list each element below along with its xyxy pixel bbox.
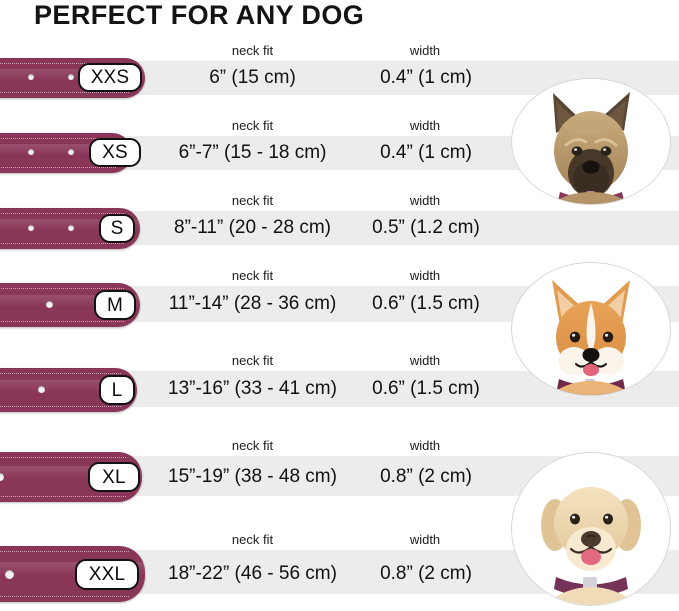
width-value: 0.6” (1.5 cm)	[372, 293, 480, 314]
collar-hole	[38, 386, 45, 393]
neck-fit-label: neck fit	[231, 353, 274, 368]
collar-stitching-top	[0, 288, 124, 289]
collar-stitching-top	[0, 213, 124, 214]
size-badge-xl: XL	[88, 462, 140, 492]
width-value: 0.6” (1.5 cm)	[372, 378, 480, 399]
collar-hole	[28, 225, 34, 231]
collar-stitching-top	[0, 457, 126, 458]
collar-stitching-top	[0, 373, 121, 374]
medium-dog-photo	[511, 262, 671, 396]
width-label: width	[409, 438, 441, 453]
size-badge-xxs: XXS	[78, 63, 142, 92]
cairn-terrier-illustration	[513, 79, 669, 204]
neck-fit-value: 15”-19” (38 - 48 cm)	[168, 466, 337, 487]
collar-stitching-bottom	[0, 167, 116, 168]
neck-fit-value: 6” (15 cm)	[209, 67, 296, 88]
labrador-illustration	[513, 453, 669, 605]
collar-stitching-top	[0, 138, 116, 139]
neck-fit-value: 13”-16” (33 - 41 cm)	[168, 378, 337, 399]
width-value: 0.8” (2 cm)	[380, 563, 472, 584]
neck-fit-value: 8”-11” (20 - 28 cm)	[174, 217, 331, 238]
collar-hole	[68, 74, 74, 80]
size-badge-xs: XS	[89, 138, 141, 167]
width-label: width	[409, 353, 441, 368]
neck-fit-value: 18”-22” (46 - 56 cm)	[168, 563, 337, 584]
size-badge-m: M	[94, 290, 136, 320]
collar-stitching-top	[0, 63, 129, 64]
neck-fit-value: 6”-7” (15 - 18 cm)	[178, 142, 327, 163]
neck-fit-label: neck fit	[231, 268, 274, 283]
width-label: width	[409, 193, 441, 208]
width-value: 0.5” (1.2 cm)	[372, 217, 480, 238]
collar-hole	[68, 149, 74, 155]
width-label: width	[409, 118, 441, 133]
collar-highlight	[0, 295, 140, 307]
collar-hole	[68, 225, 74, 231]
collar-stitching-bottom	[0, 243, 124, 244]
width-value: 0.4” (1 cm)	[380, 67, 472, 88]
collar-highlight	[0, 219, 140, 231]
width-value: 0.4” (1 cm)	[380, 142, 472, 163]
size-badge-s: S	[99, 214, 135, 243]
neck-fit-label: neck fit	[231, 193, 274, 208]
size-badge-xxl: XXL	[75, 559, 139, 590]
width-label: width	[409, 532, 441, 547]
collar-stitching-bottom	[0, 321, 124, 322]
width-label: width	[409, 43, 441, 58]
neck-fit-label: neck fit	[231, 438, 274, 453]
collar-hole	[28, 74, 34, 80]
collar-stitching-bottom	[0, 596, 129, 597]
large-dog-photo	[511, 452, 671, 606]
collar-highlight	[0, 380, 137, 392]
collar-highlight	[0, 144, 132, 155]
neck-fit-value: 11”-14” (28 - 36 cm)	[168, 293, 337, 314]
page-title: PERFECT FOR ANY DOG	[34, 0, 365, 30]
neck-fit-label: neck fit	[231, 118, 274, 133]
width-label: width	[409, 268, 441, 283]
width-value: 0.8” (2 cm)	[380, 466, 472, 487]
collar-stitching-bottom	[0, 496, 126, 497]
collar-hole	[28, 149, 34, 155]
collar-hole	[5, 570, 14, 579]
collar-hole	[46, 301, 53, 308]
collar-stitching-bottom	[0, 92, 129, 93]
corgi-illustration	[513, 263, 669, 395]
collar-stitching-bottom	[0, 406, 121, 407]
neck-fit-label: neck fit	[231, 43, 274, 58]
collar-hole	[0, 473, 4, 481]
neck-fit-label: neck fit	[231, 532, 274, 547]
collar-stitching-top	[0, 551, 129, 552]
small-dog-photo	[511, 78, 671, 205]
size-badge-l: L	[99, 375, 135, 405]
